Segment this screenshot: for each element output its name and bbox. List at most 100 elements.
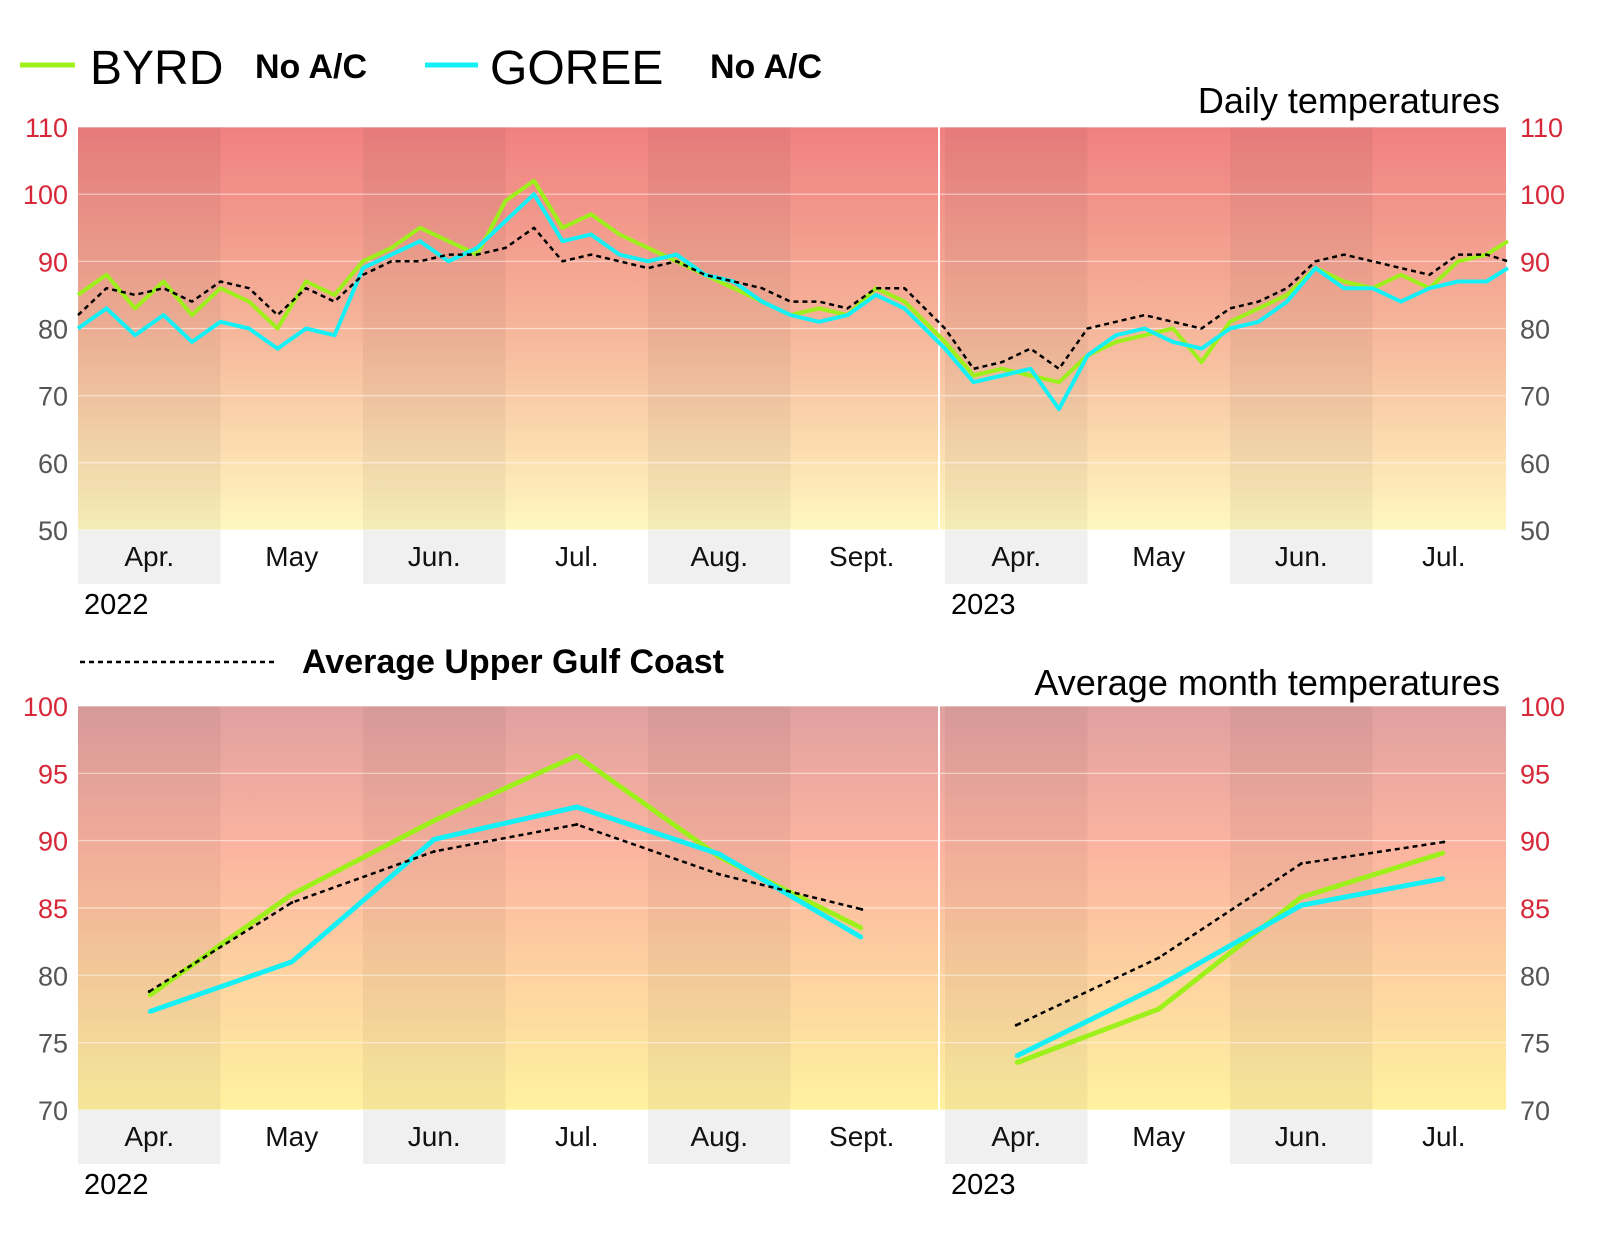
month-band: [78, 530, 221, 584]
y-tick-label-left: 50: [38, 516, 68, 546]
x-tick-label: Jun.: [1275, 1121, 1328, 1152]
y-tick-label-right: 60: [1520, 449, 1550, 479]
x-tick-label: May: [1132, 541, 1185, 572]
x-tick-label: Jul.: [555, 1121, 599, 1152]
y-tick-label-left: 70: [38, 382, 68, 412]
x-tick-label: Jul.: [1422, 541, 1466, 572]
y-tick-label-right: 70: [1520, 382, 1550, 412]
x-tick-label: Sept.: [829, 541, 894, 572]
data-point-byrd: [432, 818, 436, 822]
x-tick-label: May: [1132, 1121, 1185, 1152]
year-label: 2023: [951, 589, 1016, 621]
chart-title: Daily temperatures: [1198, 80, 1500, 121]
x-tick-label: Jul.: [555, 541, 599, 572]
chart-title: Average month temperatures: [1034, 662, 1500, 703]
x-tick-label: Aug.: [690, 1121, 748, 1152]
data-point-goree: [717, 852, 721, 856]
data-point-goree: [1299, 903, 1303, 907]
data-point-average-upper-gulf-coast: [147, 989, 151, 993]
data-point-average-upper-gulf-coast: [432, 849, 436, 853]
month-band: [363, 530, 506, 584]
x-tick-label: Jun.: [408, 541, 461, 572]
y-tick-label-left: 70: [38, 1096, 68, 1126]
y-tick-label-right: 85: [1520, 894, 1550, 924]
y-tick-label-right: 100: [1520, 692, 1565, 722]
data-point-byrd: [1157, 1007, 1161, 1011]
x-tick-label: May: [265, 541, 318, 572]
y-tick-label-left: 100: [23, 180, 68, 210]
x-tick-label: Jul.: [1422, 1121, 1466, 1152]
series-line-average-upper-gulf-coast: [148, 823, 863, 993]
data-point-average-upper-gulf-coast: [290, 901, 294, 905]
monthly-average-chart: 70 70 75 75 80 80 85 85 90 90 95 95 100 100 Apr. May Jun…: [23, 662, 1565, 1201]
data-point-goree: [860, 936, 864, 940]
data-point-average-upper-gulf-coast: [1157, 956, 1161, 960]
data-point-byrd: [860, 926, 864, 930]
y-tick-label-left: 80: [38, 315, 68, 345]
data-point-byrd: [1299, 895, 1303, 899]
y-tick-label-right: 90: [1520, 247, 1550, 277]
x-tick-label: May: [265, 1121, 318, 1152]
y-tick-label-right: 70: [1520, 1096, 1550, 1126]
year-label: 2023: [951, 1169, 1016, 1201]
y-tick-label-right: 80: [1520, 315, 1550, 345]
y-tick-label-left: 60: [38, 449, 68, 479]
data-point-byrd: [575, 754, 579, 758]
data-point-average-upper-gulf-coast: [1014, 1023, 1018, 1027]
series-line-byrd: [1015, 850, 1445, 1066]
month-band: [1230, 1110, 1373, 1164]
y-tick-label-right: 75: [1520, 1029, 1550, 1059]
y-tick-label-right: 95: [1520, 759, 1550, 789]
legend-note-goree: No A/C: [710, 48, 822, 86]
data-point-average-upper-gulf-coast: [575, 823, 579, 827]
y-tick-label-left: 90: [38, 247, 68, 277]
year-label: 2022: [84, 589, 149, 621]
legend-label-byrd: BYRD: [90, 42, 223, 95]
data-point-average-upper-gulf-coast: [717, 872, 721, 876]
y-tick-label-left: 80: [38, 961, 68, 991]
series-line-average-upper-gulf-coast: [77, 226, 1509, 371]
year-label: 2022: [84, 1169, 149, 1201]
y-tick-label-left: 95: [38, 759, 68, 789]
daily-temperatures-chart: 50 50 60 60 70 70 80 80 90 90 100 100 110 110 Apr. May J…: [23, 80, 1565, 621]
data-point-byrd: [147, 994, 151, 998]
x-tick-label: Apr.: [991, 1121, 1041, 1152]
data-point-goree: [147, 1010, 151, 1014]
data-point-average-upper-gulf-coast: [860, 907, 864, 911]
month-band: [78, 1110, 221, 1164]
x-tick-label: Apr.: [124, 541, 174, 572]
series-line-goree: [76, 192, 1509, 412]
month-band: [648, 1110, 791, 1164]
y-tick-label-right: 110: [1520, 113, 1563, 143]
y-tick-label-left: 100: [23, 692, 68, 722]
month-band: [945, 530, 1088, 584]
legend: BYRD No A/C GOREE No A/C Average Upper G…: [20, 42, 822, 681]
y-tick-label-left: 110: [25, 113, 68, 143]
y-tick-label-right: 100: [1520, 180, 1565, 210]
y-tick-label-left: 85: [38, 894, 68, 924]
x-tick-label: Apr.: [991, 541, 1041, 572]
y-tick-label-left: 90: [38, 827, 68, 857]
x-tick-label: Jun.: [408, 1121, 461, 1152]
data-point-goree: [575, 805, 579, 809]
series-line-average-upper-gulf-coast: [1015, 840, 1444, 1027]
legend-label-average: Average Upper Gulf Coast: [302, 643, 724, 681]
x-tick-label: Jun.: [1275, 541, 1328, 572]
data-point-goree: [290, 960, 294, 964]
data-point-average-upper-gulf-coast: [1442, 840, 1446, 844]
data-point-goree: [1442, 876, 1446, 880]
data-point-goree: [1014, 1054, 1018, 1058]
data-point-byrd: [1014, 1061, 1018, 1065]
data-point-byrd: [1442, 851, 1446, 855]
y-tick-label-left: 75: [38, 1029, 68, 1059]
data-point-goree: [1157, 984, 1161, 988]
data-point-byrd: [290, 893, 294, 897]
legend-note-byrd: No A/C: [255, 48, 367, 86]
month-band: [945, 1110, 1088, 1164]
month-band: [363, 1110, 506, 1164]
y-tick-label-right: 80: [1520, 961, 1550, 991]
series-line-goree: [148, 804, 864, 1015]
month-band: [648, 530, 791, 584]
month-band: [1230, 530, 1373, 584]
